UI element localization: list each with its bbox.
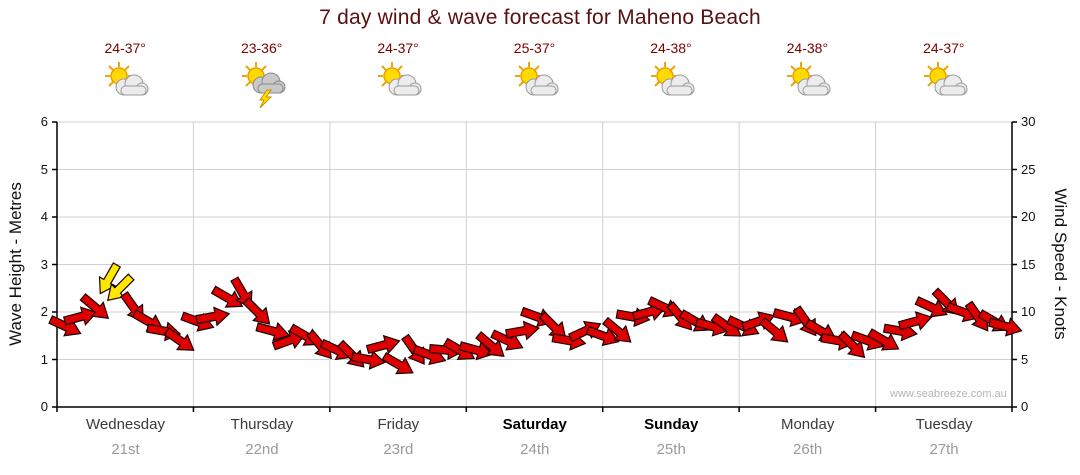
wind-arrow: [837, 330, 866, 359]
left-axis-tick: 6: [40, 114, 48, 129]
day-name-label: Wednesday: [86, 416, 165, 433]
wind-arrow: [195, 306, 231, 327]
day-name-label: Sunday: [644, 416, 699, 433]
day-name-label: Saturday: [502, 416, 567, 433]
left-axis-tick: 0: [40, 399, 48, 414]
wind-arrow: [987, 317, 1023, 337]
wind-arrow: [381, 352, 414, 375]
left-axis-title: Wave Height - Metres: [6, 182, 25, 346]
right-axis-tick: 10: [1021, 304, 1036, 319]
temperature-range: 23-36°: [240, 40, 283, 56]
sun-cloud-icon: [105, 62, 149, 96]
temperature-range: 25-37°: [513, 40, 556, 56]
wind-arrow: [365, 334, 401, 355]
wind-arrow: [475, 331, 505, 357]
wind-arrow: [914, 296, 948, 318]
left-axis-tick: 2: [40, 304, 48, 319]
wind-arrow: [163, 327, 195, 351]
sun-cloud-icon: [787, 62, 831, 96]
wind-arrow: [106, 273, 135, 302]
day-date-label: 22nd: [245, 441, 279, 458]
day-name-label: Friday: [377, 416, 420, 433]
right-axis-tick: 30: [1021, 114, 1036, 129]
right-axis-tick: 20: [1021, 209, 1036, 224]
day-date-label: 24th: [520, 441, 550, 458]
forecast-day-header: 23-36°: [217, 40, 307, 113]
right-axis-tick: 15: [1021, 256, 1036, 272]
wind-arrow: [210, 285, 244, 308]
left-axis-tick: 3: [40, 256, 48, 272]
wind-arrow: [62, 306, 98, 326]
temperature-range: 24-37°: [923, 40, 965, 56]
wind-arrow: [458, 340, 494, 361]
left-axis-tick: 1: [40, 351, 48, 367]
temperature-range: 24-38°: [786, 40, 829, 56]
day-date-label: 23rd: [383, 441, 414, 458]
wind-arrow: [602, 316, 632, 343]
day-name-label: Tuesday: [915, 416, 973, 433]
sun-cloud-icon: [514, 62, 558, 96]
forecast-day-header: 24-38°: [762, 40, 852, 113]
wind-arrow: [758, 316, 789, 343]
wind-arrow: [79, 293, 110, 319]
sun-cloud-icon: [923, 62, 968, 96]
day-date-label: 26th: [793, 441, 823, 458]
left-axis-tick: 5: [40, 161, 48, 177]
left-axis-tick: 4: [40, 209, 48, 224]
temperature-range: 24-37°: [104, 40, 146, 56]
page-title: 7 day wind & wave forecast for Maheno Be…: [319, 6, 761, 29]
day-name-label: Monday: [780, 416, 835, 433]
sun-cloud-icon: [650, 62, 695, 96]
wind-arrow: [350, 349, 386, 370]
wind-arrow: [585, 325, 620, 347]
day-name-label: Thursday: [230, 416, 294, 433]
wind-arrow: [505, 320, 541, 341]
wind-arrow: [242, 297, 271, 325]
right-axis-tick: 25: [1021, 161, 1036, 177]
temperature-range: 24-37°: [377, 40, 419, 56]
right-axis-tick: 5: [1021, 351, 1029, 367]
forecast-day-header: 25-37°: [490, 40, 580, 113]
right-axis-tick: 0: [1021, 399, 1029, 414]
day-date-label: 25th: [656, 441, 686, 458]
wind-arrow: [867, 328, 900, 351]
sun-cloud-icon: [378, 62, 422, 96]
forecast-day-header: 24-38°: [626, 40, 716, 113]
day-date-label: 21st: [111, 441, 140, 458]
watermark: www.seabreeze.com.au: [890, 388, 1007, 400]
forecast-day-header: 24-37°: [899, 40, 989, 113]
wind-arrow: [255, 321, 291, 342]
temperature-range: 24-38°: [650, 40, 692, 56]
right-axis-title: Wind Speed - Knots: [1051, 188, 1070, 340]
forecast-day-header: 24-37°: [353, 40, 443, 113]
storm-icon: [241, 62, 286, 109]
day-date-label: 27th: [929, 441, 959, 458]
wind-arrow: [897, 311, 933, 331]
forecast-day-header: 24-37°: [80, 40, 170, 113]
